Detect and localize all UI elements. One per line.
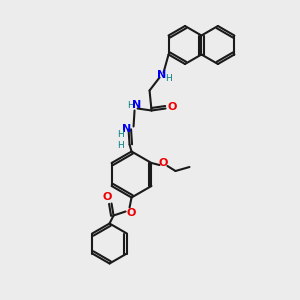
Text: H: H [117,130,124,139]
Text: O: O [159,158,168,168]
Text: H: H [165,74,172,83]
Text: O: O [168,103,177,112]
Text: N: N [122,124,131,134]
Text: O: O [103,191,112,202]
Text: H: H [117,141,124,150]
Text: N: N [157,70,166,80]
Text: N: N [132,100,141,110]
Text: H: H [127,101,134,110]
Text: O: O [127,208,136,218]
